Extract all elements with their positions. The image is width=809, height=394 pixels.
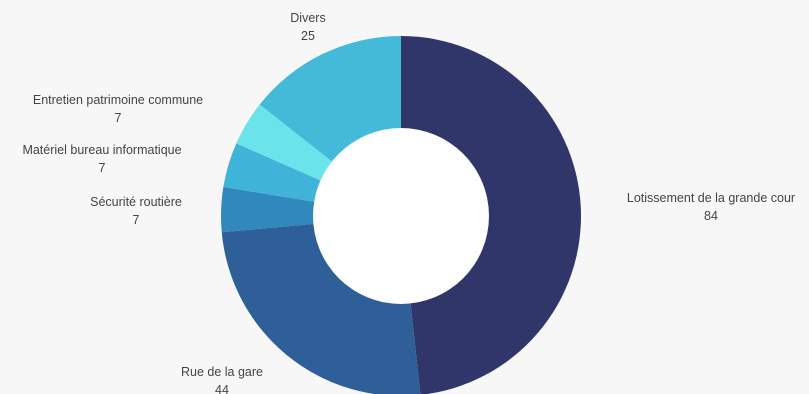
slice-label-securite-routiere: Sécurité routière bbox=[90, 195, 182, 209]
donut-hole bbox=[313, 128, 489, 304]
slice-label-entretien-patrimoine-commune: Entretien patrimoine commune bbox=[33, 93, 203, 107]
slice-value-materiel-bureau-informatique: 7 bbox=[99, 161, 106, 175]
slice-value-securite-routiere: 7 bbox=[133, 213, 140, 227]
slice-label-divers: Divers bbox=[290, 11, 325, 25]
slice-label-rue-de-la-gare: Rue de la gare bbox=[181, 365, 263, 379]
slice-label-materiel-bureau-informatique: Matériel bureau informatique bbox=[22, 143, 181, 157]
slice-lotissement-de-la-grande-cour bbox=[401, 36, 581, 394]
slice-value-entretien-patrimoine-commune: 7 bbox=[115, 111, 122, 125]
slice-value-rue-de-la-gare: 44 bbox=[215, 383, 229, 394]
slice-securite-routiere bbox=[220, 186, 401, 233]
slice-value-divers: 25 bbox=[301, 29, 315, 43]
slice-value-lotissement-de-la-grande-cour: 84 bbox=[704, 209, 718, 223]
labels-group: Lotissement de la grande cour 84 Rue de la… bbox=[22, 11, 795, 394]
slice-label-lotissement-de-la-grande-cour: Lotissement de la grande cour bbox=[627, 191, 795, 205]
